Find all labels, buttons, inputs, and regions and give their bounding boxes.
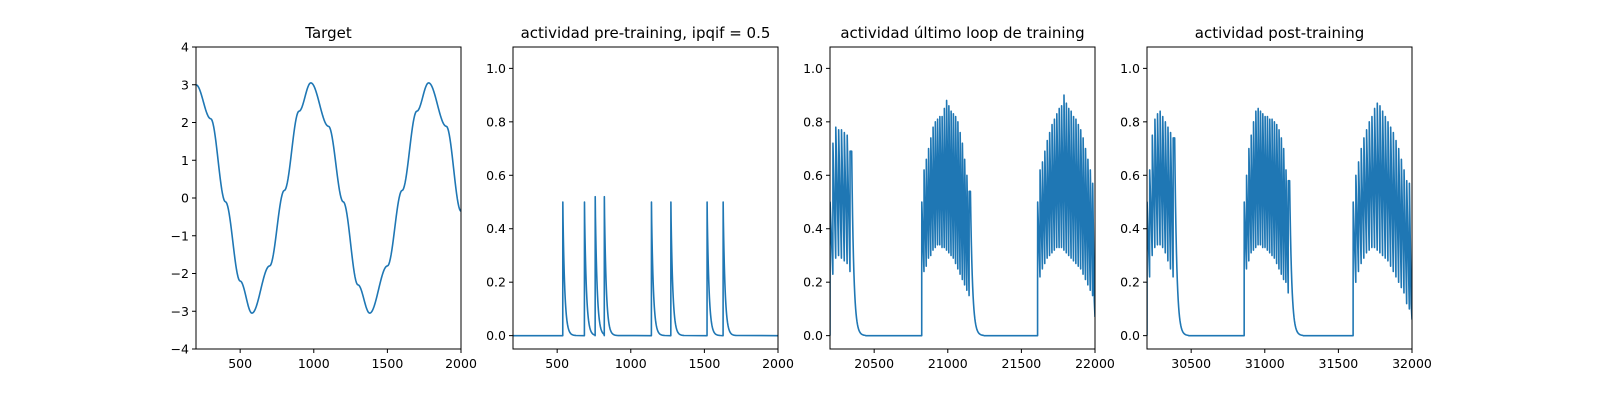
x-tick-label: 1500	[371, 356, 403, 371]
plot-frame	[195, 46, 462, 350]
y-tick-label: 2	[181, 115, 189, 130]
y-tick-label: 0.0	[1120, 328, 1140, 343]
plot-frame	[1146, 46, 1413, 350]
plot-frame	[512, 46, 779, 350]
y-tick-label: 1.0	[486, 61, 506, 76]
chart-title: actividad post-training	[1195, 24, 1364, 42]
panel-post-training: actividad post-training 30500 31000 31500 3…	[1120, 24, 1432, 371]
x-tick-label: 21000	[928, 356, 968, 371]
y-tick-label: 0.4	[1120, 221, 1140, 236]
y-tick-label: 1.0	[1120, 61, 1140, 76]
x-tick-label: 500	[545, 356, 569, 371]
panel-target: Target 500 1000 1500 2000 −4 −3 −2 −1 0 1 2 3 4	[171, 24, 477, 371]
y-tick-label: 0	[181, 191, 189, 206]
x-tick-label: 2000	[445, 356, 477, 371]
series-line	[513, 195, 778, 337]
y-tick-label: 4	[181, 40, 189, 55]
y-tick-label: 0.0	[486, 328, 506, 343]
y-tick-label: 0.2	[803, 275, 823, 290]
chart-title: actividad último loop de training	[840, 24, 1084, 42]
series-line	[830, 94, 1095, 337]
y-tick-label: 0.2	[486, 275, 506, 290]
x-tick-label: 31000	[1245, 356, 1285, 371]
x-tick-label: 1000	[298, 356, 330, 371]
y-tick-label: 0.8	[1120, 114, 1140, 129]
x-tick-label: 21500	[1002, 356, 1042, 371]
y-tick-label: 0.4	[803, 221, 823, 236]
y-tick-label: 0.2	[1120, 275, 1140, 290]
chart-title: actividad pre-training, ipqif = 0.5	[521, 24, 771, 42]
y-tick-label: 0.8	[486, 114, 506, 129]
y-tick-label: −2	[171, 266, 189, 281]
y-tick-label: −4	[171, 342, 189, 357]
x-tick-label: 22000	[1075, 356, 1115, 371]
y-tick-label: 0.6	[803, 168, 823, 183]
y-tick-label: 3	[181, 77, 189, 92]
plot-frame	[829, 46, 1096, 350]
panel-last-training-loop: actividad último loop de training 20500 2…	[803, 24, 1115, 371]
y-tick-label: −3	[171, 304, 189, 319]
y-tick-label: 0.4	[486, 221, 506, 236]
x-tick-label: 31500	[1319, 356, 1359, 371]
chart-title: Target	[304, 24, 352, 42]
y-tick-label: 0.0	[803, 328, 823, 343]
panel-pre-training: actividad pre-training, ipqif = 0.5 500 1…	[486, 24, 794, 371]
y-tick-label: 1.0	[803, 61, 823, 76]
x-tick-label: 2000	[762, 356, 794, 371]
x-tick-label: 32000	[1392, 356, 1432, 371]
x-tick-label: 20500	[854, 356, 894, 371]
y-tick-label: −1	[171, 228, 189, 243]
x-tick-label: 1000	[615, 356, 647, 371]
y-tick-label: 0.6	[1120, 168, 1140, 183]
y-tick-label: 0.8	[803, 114, 823, 129]
x-tick-label: 30500	[1171, 356, 1211, 371]
x-tick-label: 1500	[688, 356, 720, 371]
x-tick-label: 500	[228, 356, 252, 371]
series-line	[196, 82, 461, 314]
y-tick-label: 1	[181, 153, 189, 168]
y-tick-label: 0.6	[486, 168, 506, 183]
series-line	[1147, 102, 1412, 337]
